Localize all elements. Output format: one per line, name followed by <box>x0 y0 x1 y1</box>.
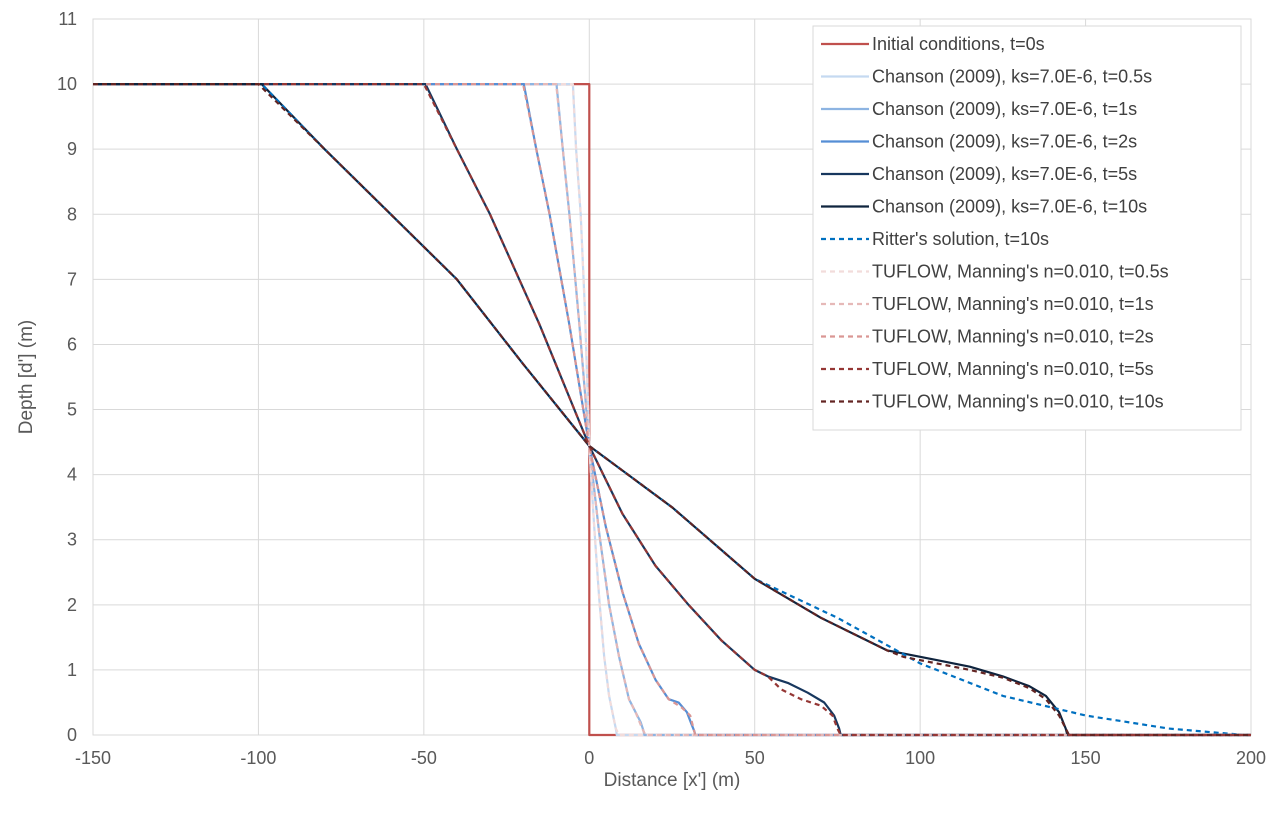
series-lines <box>93 82 1251 737</box>
legend-item: Chanson (2009), ks=7.0E-6, t=1s <box>821 99 1137 119</box>
y-tick-label: 7 <box>67 269 77 289</box>
y-axis-title: Depth [d'] (m) <box>16 320 37 435</box>
y-tick-label: 1 <box>67 660 77 680</box>
legend-item: TUFLOW, Manning's n=0.010, t=1s <box>821 294 1154 314</box>
legend-item: TUFLOW, Manning's n=0.010, t=0.5s <box>821 262 1169 282</box>
legend-label: TUFLOW, Manning's n=0.010, t=1s <box>872 294 1154 314</box>
legend-label: TUFLOW, Manning's n=0.010, t=0.5s <box>872 262 1169 282</box>
series-line-10 <box>93 82 1251 737</box>
y-tick-label: 2 <box>67 595 77 615</box>
y-tick-label: 6 <box>67 334 77 354</box>
legend-label: Chanson (2009), ks=7.0E-6, t=0.5s <box>872 67 1152 87</box>
legend-label: Initial conditions, t=0s <box>872 34 1045 54</box>
x-tick-label: 150 <box>1071 748 1101 768</box>
legend-item: Chanson (2009), ks=7.0E-6, t=2s <box>821 132 1137 152</box>
y-tick-label: 10 <box>57 74 77 94</box>
series-line-11 <box>93 82 1251 737</box>
legend-label: TUFLOW, Manning's n=0.010, t=10s <box>872 392 1164 412</box>
legend-item: Chanson (2009), ks=7.0E-6, t=10s <box>821 197 1147 217</box>
x-tick-label: -150 <box>75 748 111 768</box>
y-tick-label: 11 <box>58 9 77 29</box>
legend-item: Initial conditions, t=0s <box>821 34 1045 54</box>
y-tick-label: 0 <box>67 725 77 745</box>
x-tick-label: -100 <box>240 748 276 768</box>
legend-box <box>812 25 1242 431</box>
legend-item: Chanson (2009), ks=7.0E-6, t=5s <box>821 164 1137 184</box>
series-line-12 <box>93 82 1251 737</box>
legend-item: TUFLOW, Manning's n=0.010, t=2s <box>821 327 1154 347</box>
y-tick-label: 9 <box>67 139 77 159</box>
legend-label: Chanson (2009), ks=7.0E-6, t=5s <box>872 164 1137 184</box>
x-tick-label: 100 <box>905 748 935 768</box>
legend-label: Ritter's solution, t=10s <box>872 229 1049 249</box>
x-tick-label: 200 <box>1236 748 1266 768</box>
series-line-8 <box>93 82 1251 737</box>
y-tick-label: 5 <box>67 400 77 420</box>
legend-item: Chanson (2009), ks=7.0E-6, t=0.5s <box>821 67 1152 87</box>
x-tick-label: 50 <box>745 748 765 768</box>
x-tick-label: -50 <box>411 748 437 768</box>
legend-label: Chanson (2009), ks=7.0E-6, t=10s <box>872 197 1147 217</box>
x-axis-title: Distance [x'] (m) <box>604 770 741 791</box>
tick-labels: 0 1 2 3 4 5 6 7 8 9 10 11 -150 -100 -50 0 50 100 150 200 <box>57 9 1266 768</box>
legend-label: Chanson (2009), ks=7.0E-6, t=1s <box>872 99 1137 119</box>
legend-label: TUFLOW, Manning's n=0.010, t=2s <box>872 327 1154 347</box>
legend-item: TUFLOW, Manning's n=0.010, t=5s <box>821 359 1154 379</box>
legend-item: Ritter's solution, t=10s <box>821 229 1049 249</box>
y-tick-label: 8 <box>67 204 77 224</box>
legend-label: Chanson (2009), ks=7.0E-6, t=2s <box>872 132 1137 152</box>
y-tick-label: 4 <box>67 465 77 485</box>
legend: Initial conditions, t=0s Chanson (2009), … <box>812 25 1242 431</box>
y-tick-label: 3 <box>67 530 77 550</box>
x-tick-label: 0 <box>584 748 594 768</box>
legend-item: TUFLOW, Manning's n=0.010, t=10s <box>821 392 1164 412</box>
legend-label: TUFLOW, Manning's n=0.010, t=5s <box>872 359 1154 379</box>
